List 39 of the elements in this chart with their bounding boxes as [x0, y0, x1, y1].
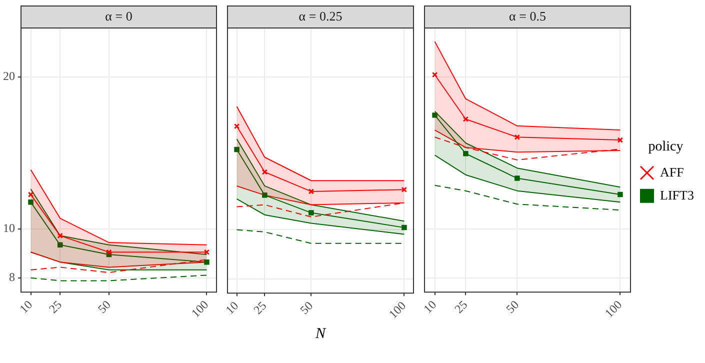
chart-title: α = 0.5: [509, 8, 546, 24]
x-tick-label: 25: [452, 298, 470, 316]
x-tick-label: 100: [602, 298, 625, 320]
point: [28, 200, 34, 205]
point: [618, 192, 623, 198]
x-tick-label: 25: [250, 298, 270, 318]
point: [204, 259, 210, 265]
point: [262, 192, 268, 198]
x-tick-label: 100: [188, 298, 212, 320]
y-tick-label: 10: [3, 221, 15, 236]
point: [432, 112, 438, 118]
legend-label: LIFT3: [660, 187, 694, 202]
point: [308, 210, 314, 216]
x-tick-label: 10: [16, 298, 36, 316]
point: [462, 116, 469, 122]
point: [234, 146, 240, 152]
y-tick-label: 8: [9, 270, 15, 284]
x-tick-label: 50: [297, 298, 316, 318]
point: [463, 151, 468, 156]
point: [402, 224, 407, 230]
y-tick-label: 20: [3, 69, 15, 84]
point: [514, 176, 520, 181]
chart-title: α = 0: [105, 8, 132, 24]
point: [262, 169, 268, 175]
x-tick-label: 50: [94, 298, 114, 316]
x-axis-title: N: [314, 326, 326, 342]
point: [514, 134, 520, 140]
chart-title: α = 0.25: [298, 8, 342, 24]
legend-label: AFF: [660, 164, 684, 180]
point: [308, 188, 314, 194]
x-tick-label: 25: [46, 298, 64, 316]
x-tick-label: 10: [222, 298, 242, 318]
legend-title: policy: [648, 139, 684, 154]
point: [57, 242, 63, 248]
x-tick-label: 10: [420, 298, 440, 316]
x-tick-label: 50: [503, 298, 522, 316]
point: [57, 232, 63, 239]
x-tick-label: 100: [386, 298, 409, 322]
point: [106, 249, 112, 255]
